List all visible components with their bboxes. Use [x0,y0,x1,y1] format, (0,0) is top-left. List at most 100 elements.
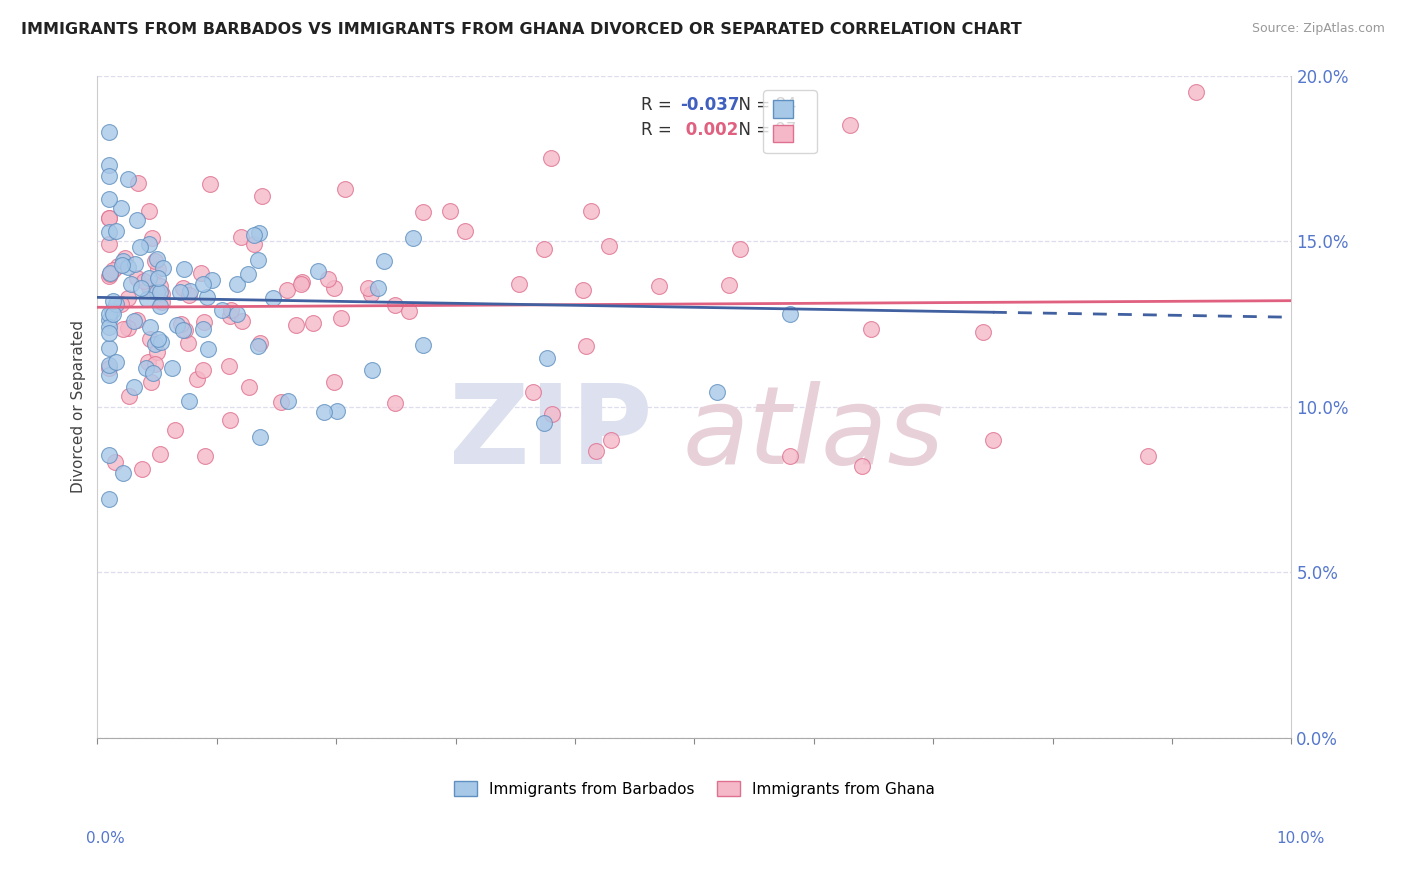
Point [718,277,741,292]
Point [124,258,146,272]
Point [104,455,127,469]
Point [211,303,233,318]
Point [172,281,194,295]
Point [172,324,194,338]
Point [290,277,312,291]
Point [117,291,139,305]
Point [122,314,145,328]
Text: ZIP: ZIP [450,380,652,487]
Point [127,270,149,285]
Point [98,225,121,239]
Point [117,260,139,275]
Point [143,357,166,371]
Point [122,379,145,393]
Point [262,291,284,305]
Point [522,384,544,399]
Point [101,294,124,309]
Legend: Immigrants from Barbados, Immigrants from Ghana: Immigrants from Barbados, Immigrants fro… [447,775,941,803]
Point [177,394,200,409]
Point [218,309,240,323]
Point [412,338,434,352]
Point [162,360,184,375]
Point [226,307,249,321]
Point [177,287,200,301]
Point [120,277,142,291]
Point [195,290,218,304]
Point [98,313,121,327]
Point [98,319,121,334]
Point [139,332,162,346]
Point [229,230,252,244]
Point [179,284,201,298]
Point [169,317,191,331]
Point [779,450,801,464]
Point [194,450,217,464]
Point [312,405,335,419]
Point [101,263,124,277]
Point [238,380,260,394]
Point [243,227,266,242]
Point [98,192,121,206]
Point [454,224,477,238]
Point [131,462,153,476]
Point [579,203,602,218]
Point [384,396,406,410]
Point [599,433,621,447]
Point [231,314,253,328]
Point [226,277,249,291]
Point [249,336,271,351]
Point [439,204,461,219]
Point [360,286,382,301]
Point [322,281,344,295]
Point [706,384,728,399]
Point [118,389,141,403]
Point [357,281,380,295]
Point [138,320,160,334]
Point [112,466,135,480]
Point [148,271,170,285]
Point [117,172,139,186]
Point [136,292,159,306]
Point [585,443,607,458]
Point [249,430,271,444]
Point [250,189,273,203]
Point [150,287,173,301]
Point [152,261,174,276]
Point [101,307,124,321]
Point [838,118,860,132]
Point [98,267,121,281]
Point [98,361,121,376]
Point [98,211,121,226]
Point [98,326,121,340]
Point [98,211,121,225]
Point [1185,85,1208,99]
Text: N = 84: N = 84 [728,96,796,114]
Point [360,363,382,377]
Point [138,203,160,218]
Point [398,303,420,318]
Point [307,263,329,277]
Point [193,315,215,329]
Point [100,304,122,318]
Point [323,375,346,389]
Y-axis label: Divorced or Separated: Divorced or Separated [72,320,86,493]
Point [150,294,173,309]
Point [138,270,160,285]
Point [648,278,671,293]
Point [138,280,160,294]
Point [174,322,197,336]
Point [219,302,242,317]
Point [98,358,121,372]
Point [146,262,169,277]
Point [142,367,165,381]
Point [146,285,169,299]
Point [105,224,128,238]
Point [107,259,129,273]
Point [779,307,801,321]
Point [98,342,121,356]
Point [98,268,121,283]
Point [169,285,191,299]
Point [110,201,132,215]
Text: R =: R = [641,120,676,139]
Point [117,320,139,334]
